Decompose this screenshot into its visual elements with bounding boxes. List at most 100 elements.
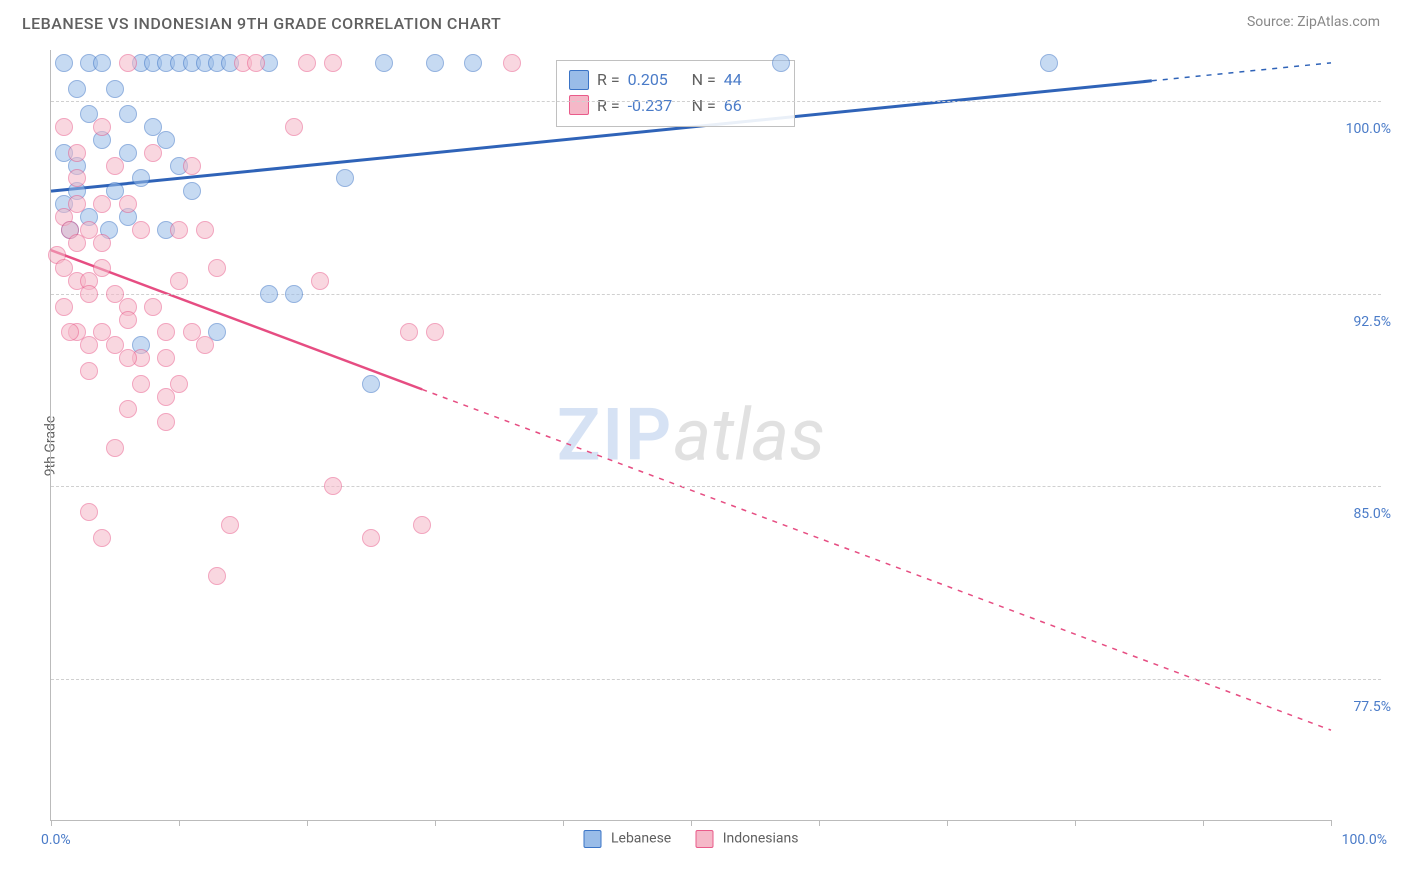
legend-item-lebanese: Lebanese — [584, 830, 672, 848]
scatter-point — [247, 54, 265, 72]
scatter-point — [93, 529, 111, 547]
r-label: R = — [597, 67, 620, 93]
legend-item-indonesians: Indonesians — [695, 830, 798, 848]
y-tick-label: 85.0% — [1341, 506, 1391, 522]
indonesians-swatch-icon — [695, 830, 713, 848]
scatter-point — [119, 400, 137, 418]
watermark-atlas: atlas — [673, 393, 825, 478]
stat-row-lebanese: R = 0.205 N = 44 — [569, 67, 780, 93]
n-value-lebanese: 44 — [724, 67, 780, 93]
scatter-point — [375, 54, 393, 72]
scatter-point — [260, 285, 278, 303]
scatter-point — [132, 375, 150, 393]
scatter-point — [119, 105, 137, 123]
scatter-point — [93, 259, 111, 277]
scatter-point — [285, 285, 303, 303]
scatter-point — [196, 336, 214, 354]
stat-row-indonesians: R = -0.237 N = 66 — [569, 93, 780, 119]
scatter-point — [157, 413, 175, 431]
x-tick-label-first: 0.0% — [41, 832, 71, 848]
scatter-point — [362, 529, 380, 547]
scatter-point — [285, 118, 303, 136]
x-tick — [1075, 820, 1076, 826]
scatter-point — [208, 259, 226, 277]
scatter-point — [183, 157, 201, 175]
chart-title: LEBANESE VS INDONESIAN 9TH GRADE CORRELA… — [22, 14, 501, 33]
trend-line-dashed — [1152, 63, 1331, 81]
legend-label: Lebanese — [611, 831, 671, 847]
scatter-point — [400, 323, 418, 341]
x-tick-label-last: 100.0% — [1342, 832, 1387, 848]
scatter-point — [311, 272, 329, 290]
indonesians-swatch-icon — [569, 95, 589, 115]
scatter-point — [324, 54, 342, 72]
y-tick-label: 77.5% — [1341, 699, 1391, 715]
legend: Lebanese Indonesians — [584, 830, 799, 848]
scatter-point — [68, 169, 86, 187]
source-label: Source: ZipAtlas.com — [1247, 14, 1380, 30]
scatter-point — [68, 144, 86, 162]
scatter-point — [170, 221, 188, 239]
scatter-point — [106, 80, 124, 98]
n-label: N = — [692, 67, 716, 93]
scatter-point — [324, 477, 342, 495]
x-tick — [307, 820, 308, 826]
scatter-point — [196, 221, 214, 239]
x-tick — [819, 820, 820, 826]
r-label: R = — [597, 93, 620, 119]
y-tick-label: 92.5% — [1341, 314, 1391, 330]
scatter-point — [68, 80, 86, 98]
scatter-point — [119, 195, 137, 213]
scatter-point — [93, 54, 111, 72]
scatter-point — [80, 336, 98, 354]
scatter-point — [55, 298, 73, 316]
x-tick — [1331, 820, 1332, 826]
x-tick — [435, 820, 436, 826]
scatter-point — [170, 272, 188, 290]
x-tick — [179, 820, 180, 826]
scatter-point — [55, 54, 73, 72]
scatter-point — [93, 234, 111, 252]
scatter-point — [80, 285, 98, 303]
scatter-point — [413, 516, 431, 534]
scatter-point — [298, 54, 316, 72]
scatter-point — [106, 439, 124, 457]
scatter-point — [464, 54, 482, 72]
scatter-point — [183, 182, 201, 200]
grid-line — [51, 101, 1381, 102]
scatter-point — [132, 221, 150, 239]
plot-area: ZIPatlas R = 0.205 N = 44 R = -0.237 N =… — [50, 50, 1331, 821]
n-value-indonesians: 66 — [724, 93, 780, 119]
scatter-point — [119, 311, 137, 329]
scatter-point — [221, 516, 239, 534]
scatter-point — [426, 323, 444, 341]
scatter-point — [119, 349, 137, 367]
scatter-point — [144, 144, 162, 162]
scatter-point — [362, 375, 380, 393]
scatter-point — [106, 157, 124, 175]
scatter-point — [80, 503, 98, 521]
scatter-point — [61, 323, 79, 341]
scatter-point — [1040, 54, 1058, 72]
lebanese-swatch-icon — [569, 70, 589, 90]
scatter-point — [772, 54, 790, 72]
scatter-point — [93, 195, 111, 213]
x-tick — [51, 820, 52, 826]
lebanese-swatch-icon — [584, 830, 602, 848]
scatter-point — [157, 349, 175, 367]
y-tick-label: 100.0% — [1341, 121, 1391, 137]
scatter-point — [132, 169, 150, 187]
x-tick — [691, 820, 692, 826]
trend-lines — [51, 50, 1331, 820]
scatter-point — [208, 567, 226, 585]
scatter-point — [157, 388, 175, 406]
r-value-indonesians: -0.237 — [628, 93, 684, 119]
scatter-point — [157, 323, 175, 341]
legend-label: Indonesians — [723, 831, 799, 847]
grid-line — [51, 486, 1381, 487]
scatter-point — [426, 54, 444, 72]
scatter-point — [93, 118, 111, 136]
scatter-point — [503, 54, 521, 72]
correlation-stats-box: R = 0.205 N = 44 R = -0.237 N = 66 — [556, 60, 795, 127]
scatter-point — [336, 169, 354, 187]
